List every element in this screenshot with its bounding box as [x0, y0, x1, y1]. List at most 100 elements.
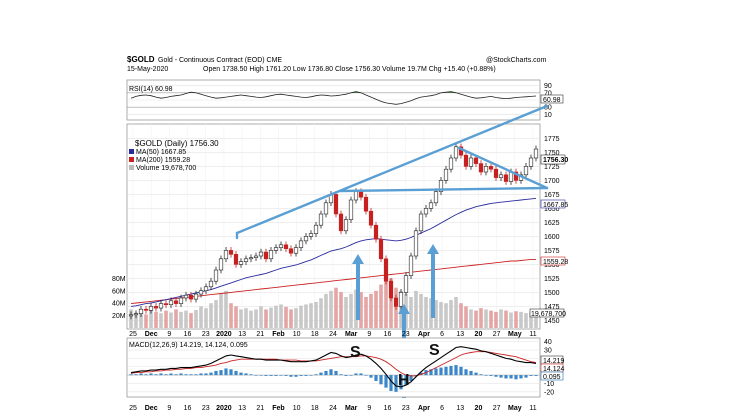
candle-body [493, 168, 499, 178]
ohlc-line: Open 1738.50 High 1761.20 Low 1736.80 Cl… [203, 66, 496, 73]
candle-body [358, 191, 364, 198]
ma200-tag: 1559.28 [543, 259, 568, 266]
close-tag: 1756.30 [543, 157, 568, 164]
macd-hist-bar [374, 375, 378, 381]
head-arrowhead [398, 304, 410, 314]
macd-hist-bar [514, 375, 518, 380]
x-tick-label-bottom: 25 [129, 405, 137, 412]
macd-hist-bar [534, 375, 538, 376]
x-tick-label-top: Dec [145, 331, 158, 338]
rsi-line [130, 91, 537, 105]
volume-bar [209, 303, 213, 328]
candle-body [178, 297, 184, 304]
volume-bar [174, 309, 178, 328]
x-tick-label-bottom: 2020 [216, 405, 232, 412]
volume-bar [229, 303, 233, 328]
candle-body [258, 251, 264, 257]
x-tick-label-top: 16 [384, 331, 392, 338]
legend-volume: Volume 19,678,700 [136, 165, 196, 172]
volume-bar [364, 297, 368, 328]
volume-bar [234, 306, 238, 328]
macd-hist-bar [444, 366, 448, 376]
macd-hist-bar [139, 373, 143, 376]
macd-hist-bar [299, 375, 303, 376]
volume-tick-label: 40M [112, 301, 126, 308]
x-tick-label-bottom: Apr [418, 405, 430, 412]
macd-hist-bar [149, 373, 153, 376]
macd-hist-bar [259, 375, 263, 376]
x-tick-label-top: May [508, 331, 522, 338]
volume-bar [534, 314, 538, 328]
x-tick-label-top: 21 [256, 331, 264, 338]
macd-hist-bar [249, 374, 253, 376]
x-tick-label-bottom: 9 [367, 405, 371, 412]
rsi-tick-label: 70 [544, 90, 552, 97]
volume-bar [484, 309, 488, 328]
macd-line [130, 346, 537, 388]
price-tick-label: 1675 [544, 192, 560, 199]
macd-tick-label: 40 [544, 339, 552, 346]
candle-body [133, 313, 139, 316]
volume-bar [179, 311, 183, 328]
right-shoulder-label: S [429, 342, 440, 359]
macd-hist-bar [459, 366, 463, 376]
volume-bar [149, 309, 153, 328]
x-tick-label-top: 6 [440, 331, 444, 338]
candle-body [463, 154, 469, 167]
volume-bar [289, 309, 293, 328]
volume-bar [434, 300, 438, 328]
volume-bar [389, 278, 393, 328]
macd-hist-bar [219, 370, 223, 376]
volume-bar [319, 298, 323, 328]
candle-body [343, 219, 349, 232]
x-tick-label-bottom: 13 [456, 405, 464, 412]
volume-bar [379, 284, 383, 328]
volume-bar [254, 309, 258, 328]
candle-body [213, 269, 219, 282]
price-tick-label: 1700 [544, 178, 560, 185]
rsi-tick-label: 10 [544, 112, 552, 119]
candle-body [193, 293, 199, 300]
volume-bar [269, 307, 273, 328]
candle-body [333, 194, 339, 215]
candle-body [263, 251, 269, 260]
volume-swatch [129, 165, 134, 170]
macd-hist-bar [354, 373, 358, 376]
macd-hist-bar [529, 375, 533, 376]
x-tick-label-top: 25 [129, 331, 137, 338]
volume-bar [314, 301, 318, 328]
candle-body [288, 248, 294, 254]
candle-body [143, 308, 149, 311]
x-tick-label-top: 11 [529, 331, 536, 338]
price-tick-label: 1575 [544, 248, 560, 255]
price-tick-label: 1625 [544, 220, 560, 227]
x-axis-ticks-bottom: 25 Dec 9 16 23 2020 13 21 Feb 10 18 24 Mar 9 16 23 Apr 6 1… [129, 405, 537, 412]
macd-hist-bar [294, 375, 298, 377]
volume-bar [239, 309, 243, 328]
candle-body [253, 255, 259, 258]
candle-body [308, 233, 314, 237]
volume-axis-ticks: 80M 60M 40M 20M [112, 276, 126, 320]
x-tick-label-top: 23 [402, 331, 410, 338]
x-tick-label-bottom: 13 [238, 405, 246, 412]
trendline-annotations [235, 104, 549, 240]
volume-bar [504, 310, 508, 328]
volume-bar [524, 313, 528, 328]
macd-hist-bar [329, 369, 333, 376]
candle-body [228, 250, 234, 255]
macd-hist-bar [364, 375, 368, 376]
ma50-swatch [129, 149, 134, 154]
volume-bar [509, 312, 513, 328]
volume-bar [294, 308, 298, 328]
volume-tick-label: 80M [112, 276, 126, 283]
volume-bar [329, 290, 333, 328]
candle-body [268, 250, 274, 260]
macd-hist-bar [154, 374, 158, 376]
candle-body [473, 157, 479, 164]
volume-bar [184, 310, 188, 328]
macd-hist-bar [489, 375, 493, 376]
candle-body [183, 294, 189, 299]
candle-body [453, 146, 459, 159]
candle-body [438, 180, 444, 192]
